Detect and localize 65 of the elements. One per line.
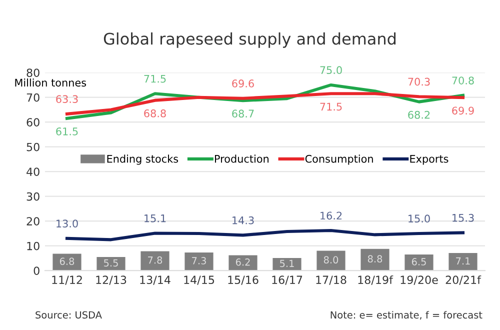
data-label: 69.6 bbox=[232, 80, 254, 88]
legend-label: Production bbox=[214, 154, 268, 163]
bar bbox=[448, 253, 478, 271]
data-label: 68.7 bbox=[232, 110, 254, 118]
data-label: 69.9 bbox=[452, 106, 474, 115]
data-label: 61.5 bbox=[56, 127, 78, 136]
data-label: 7.8 bbox=[148, 256, 162, 264]
x-tick-label: 13/14 bbox=[140, 276, 170, 285]
y-tick-label: 0 bbox=[34, 266, 40, 275]
data-label: 7.3 bbox=[192, 257, 206, 264]
x-tick-label: 16/17 bbox=[272, 276, 302, 285]
y-tick-label: 10 bbox=[27, 242, 40, 250]
x-tick-label: 11/12 bbox=[52, 276, 82, 285]
data-label: 14.3 bbox=[232, 216, 254, 224]
y-tick-label: 80 bbox=[26, 68, 40, 77]
data-label: 68.2 bbox=[408, 110, 430, 119]
data-label: 8.8 bbox=[368, 255, 382, 263]
data-label: 15.1 bbox=[144, 214, 166, 222]
data-label: 6.5 bbox=[412, 258, 426, 266]
bar bbox=[316, 250, 346, 271]
data-label: 70.8 bbox=[452, 76, 474, 84]
data-label: 68.8 bbox=[144, 109, 166, 118]
data-label: 5.1 bbox=[280, 260, 294, 268]
legend-label: Ending stocks bbox=[107, 154, 178, 165]
bar bbox=[184, 252, 214, 271]
source-note: Source: USDA bbox=[36, 311, 102, 319]
data-label: 71.5 bbox=[320, 102, 342, 111]
y-tick-label: 40 bbox=[26, 168, 40, 176]
line-series bbox=[65, 228, 465, 242]
y-tick-label: 20 bbox=[26, 217, 40, 226]
data-label: 71.5 bbox=[144, 74, 166, 83]
data-label: 8.0 bbox=[324, 256, 338, 264]
data-label: 16.2 bbox=[320, 212, 342, 220]
x-tick-label: 12/13 bbox=[96, 276, 126, 285]
y-tick-label: 70 bbox=[26, 93, 40, 102]
bar bbox=[360, 248, 390, 271]
legend-label: Consumption bbox=[305, 154, 373, 165]
data-label: 15.3 bbox=[452, 214, 474, 222]
x-tick-label: 20/21f bbox=[446, 275, 482, 285]
bar bbox=[272, 258, 302, 271]
bar bbox=[228, 255, 258, 271]
data-label: 6.2 bbox=[236, 258, 250, 266]
x-tick-label: 19/20e bbox=[400, 276, 438, 285]
x-tick-label: 18/19f bbox=[358, 275, 394, 285]
x-tick-label: 14/15 bbox=[184, 276, 214, 285]
data-label: 6.8 bbox=[60, 258, 74, 266]
data-label: 15.0 bbox=[408, 214, 430, 223]
y-axis-title: Million tonnes bbox=[15, 78, 86, 87]
data-label: 75.0 bbox=[320, 66, 342, 74]
y-tick-label: 30 bbox=[26, 192, 40, 201]
data-label: 5.5 bbox=[104, 259, 118, 267]
bar bbox=[96, 256, 126, 271]
x-tick-label: 17/18 bbox=[316, 276, 346, 285]
y-tick-label: 50 bbox=[26, 142, 40, 152]
x-tick-label: 15/16 bbox=[228, 276, 258, 285]
data-label: 63.3 bbox=[56, 95, 78, 104]
text: Note: e= estimate, f = forecast bbox=[330, 311, 482, 320]
bar bbox=[404, 254, 434, 271]
data-label: 70.3 bbox=[408, 78, 430, 86]
data-label: 13.0 bbox=[56, 220, 78, 228]
y-tick-label: 60 bbox=[26, 118, 40, 126]
data-label: 7.1 bbox=[456, 257, 470, 264]
bar bbox=[140, 251, 170, 271]
chart-title: Global rapeseed supply and demand bbox=[104, 32, 396, 48]
legend-label: Exports bbox=[410, 155, 448, 165]
